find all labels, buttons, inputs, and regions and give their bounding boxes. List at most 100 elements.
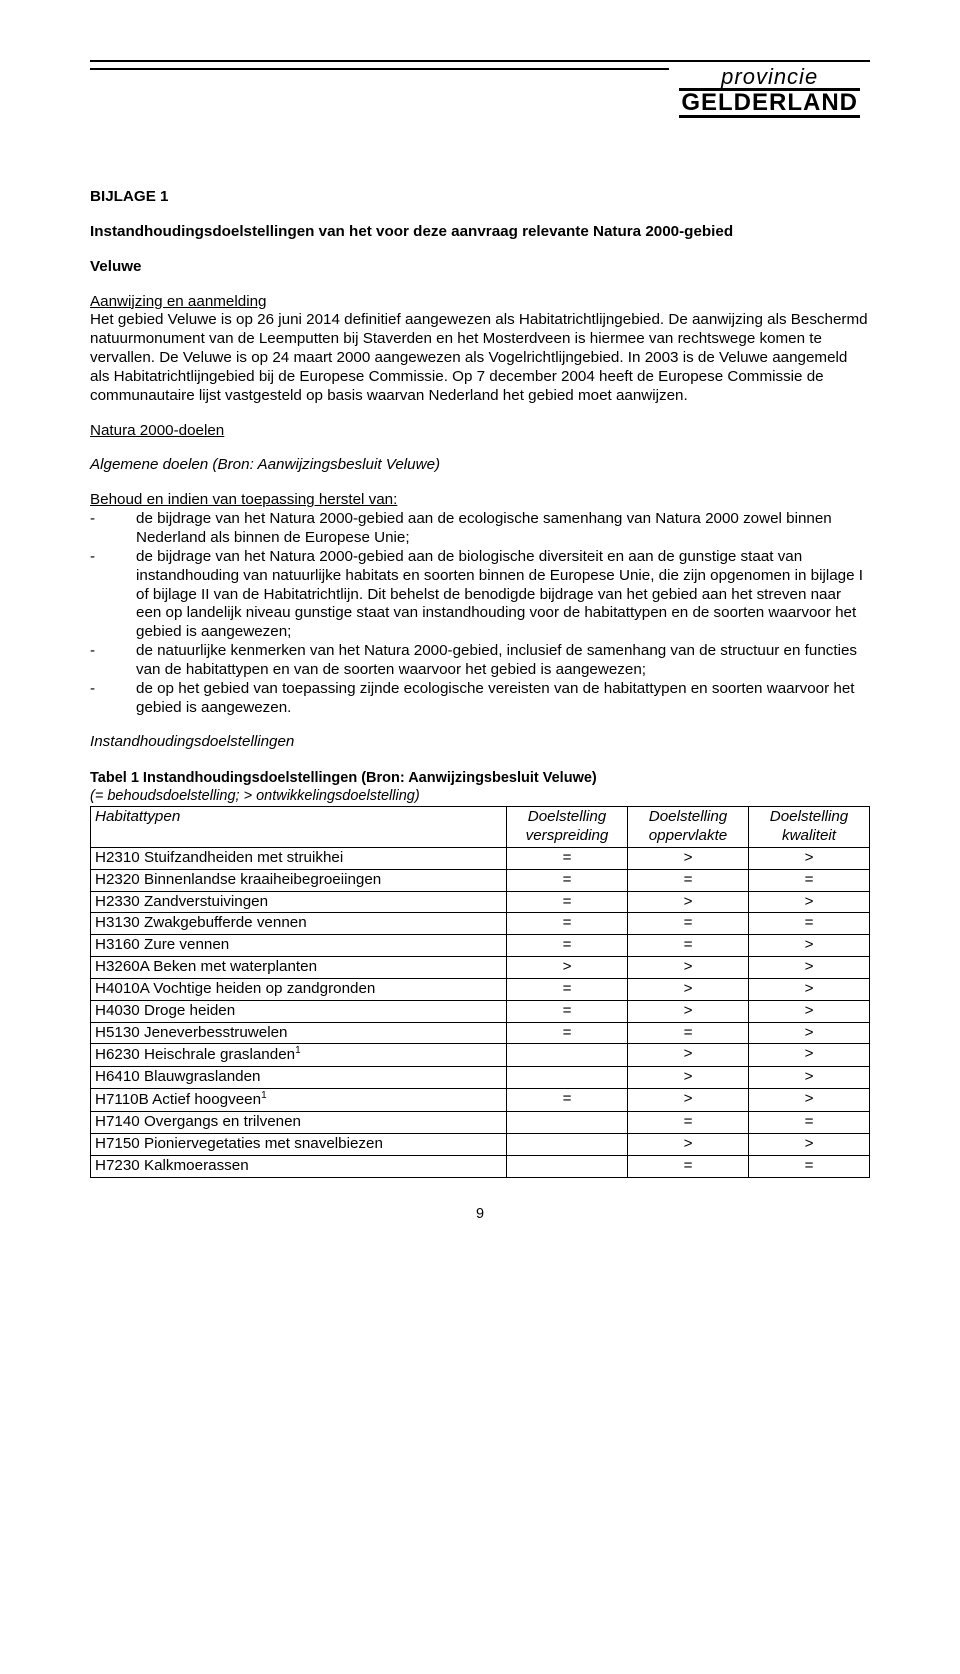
cell-name: H7150 Pioniervegetaties met snavelbiezen bbox=[91, 1133, 507, 1155]
cell-oppervlakte: = bbox=[628, 935, 749, 957]
list-item: -de bijdrage van het Natura 2000-gebied … bbox=[90, 548, 870, 642]
col-header-text: Doelstelling bbox=[649, 808, 728, 825]
table-row: H3130 Zwakgebufferde vennen=== bbox=[91, 913, 870, 935]
top-rule bbox=[90, 60, 870, 62]
instandhoudings-heading: Instandhoudingsdoelstellingen bbox=[90, 733, 870, 752]
table-row: H7230 Kalkmoerassen== bbox=[91, 1155, 870, 1177]
logo-top-text: provincie bbox=[679, 66, 860, 88]
header-row: provincie GELDERLAND bbox=[90, 66, 870, 118]
cell-name: H3160 Zure vennen bbox=[91, 935, 507, 957]
table-caption-bold: Tabel 1 Instandhoudingsdoelstellingen (B… bbox=[90, 770, 597, 786]
table-body: H2310 Stuifzandheiden met struikhei=>>H2… bbox=[91, 847, 870, 1177]
cell-name: H4030 Droge heiden bbox=[91, 1000, 507, 1022]
cell-name: H5130 Jeneverbesstruwelen bbox=[91, 1022, 507, 1044]
col-header-text: kwaliteit bbox=[782, 827, 836, 844]
cell-name: H2320 Binnenlandse kraaiheibegroeiingen bbox=[91, 869, 507, 891]
cell-verspreiding bbox=[507, 1067, 628, 1089]
cell-kwaliteit: = bbox=[749, 869, 870, 891]
cell-oppervlakte: > bbox=[628, 978, 749, 1000]
table-row: H7110B Actief hoogveen1=>> bbox=[91, 1089, 870, 1112]
list-item-text: de op het gebied van toepassing zijnde e… bbox=[136, 680, 870, 718]
cell-verspreiding bbox=[507, 1155, 628, 1177]
cell-oppervlakte: > bbox=[628, 1044, 749, 1067]
table-row: H4010A Vochtige heiden op zandgronden=>> bbox=[91, 978, 870, 1000]
table-row: H2320 Binnenlandse kraaiheibegroeiingen=… bbox=[91, 869, 870, 891]
dash-icon: - bbox=[90, 510, 136, 548]
cell-kwaliteit: = bbox=[749, 1155, 870, 1177]
logo-name-text: GELDERLAND bbox=[679, 88, 860, 118]
cell-oppervlakte: > bbox=[628, 957, 749, 979]
table-row: H2330 Zandverstuivingen=>> bbox=[91, 891, 870, 913]
cell-oppervlakte: > bbox=[628, 1089, 749, 1112]
col-header-kwaliteit: Doelstelling kwaliteit bbox=[749, 807, 870, 848]
logo: provincie GELDERLAND bbox=[679, 66, 870, 118]
table-row: H7140 Overgangs en trilvenen== bbox=[91, 1112, 870, 1134]
cell-kwaliteit: > bbox=[749, 1067, 870, 1089]
table-row: H6410 Blauwgraslanden>> bbox=[91, 1067, 870, 1089]
page: provincie GELDERLAND BIJLAGE 1 Instandho… bbox=[0, 0, 960, 1264]
cell-verspreiding: = bbox=[507, 847, 628, 869]
col-header-habitattypen: Habitattypen bbox=[91, 807, 507, 848]
cell-name: H4010A Vochtige heiden op zandgronden bbox=[91, 978, 507, 1000]
list-item-text: de natuurlijke kenmerken van het Natura … bbox=[136, 642, 870, 680]
region-heading: Veluwe bbox=[90, 258, 870, 277]
list-item: -de op het gebied van toepassing zijnde … bbox=[90, 680, 870, 718]
cell-oppervlakte: = bbox=[628, 1112, 749, 1134]
table-header-row: Habitattypen Doelstelling verspreiding D… bbox=[91, 807, 870, 848]
cell-oppervlakte: = bbox=[628, 913, 749, 935]
col-header-text: oppervlakte bbox=[649, 827, 728, 844]
cell-kwaliteit: > bbox=[749, 978, 870, 1000]
cell-verspreiding: = bbox=[507, 891, 628, 913]
cell-oppervlakte: > bbox=[628, 891, 749, 913]
cell-verspreiding: = bbox=[507, 1000, 628, 1022]
cell-oppervlakte: > bbox=[628, 1067, 749, 1089]
cell-verspreiding bbox=[507, 1044, 628, 1067]
table-caption: Tabel 1 Instandhoudingsdoelstellingen (B… bbox=[90, 770, 870, 806]
table-row: H6230 Heischrale graslanden1 >> bbox=[91, 1044, 870, 1067]
cell-oppervlakte: = bbox=[628, 869, 749, 891]
cell-kwaliteit: > bbox=[749, 1133, 870, 1155]
cell-verspreiding: > bbox=[507, 957, 628, 979]
cell-kwaliteit: = bbox=[749, 913, 870, 935]
col-header-text: Doelstelling bbox=[528, 808, 607, 825]
cell-name: H7110B Actief hoogveen1 bbox=[91, 1089, 507, 1112]
cell-verspreiding: = bbox=[507, 1089, 628, 1112]
behoud-heading: Behoud en indien van toepassing herstel … bbox=[90, 491, 870, 510]
page-number: 9 bbox=[90, 1206, 870, 1224]
cell-kwaliteit: > bbox=[749, 935, 870, 957]
list-item-text: de bijdrage van het Natura 2000-gebied a… bbox=[136, 510, 870, 548]
cell-name: H7140 Overgangs en trilvenen bbox=[91, 1112, 507, 1134]
cell-oppervlakte: > bbox=[628, 1000, 749, 1022]
doc-subtitle: Instandhoudingsdoelstellingen van het vo… bbox=[90, 223, 870, 242]
table-row: H5130 Jeneverbesstruwelen==> bbox=[91, 1022, 870, 1044]
col-header-text: Habitattypen bbox=[95, 808, 180, 825]
col-header-text: Doelstelling bbox=[770, 808, 849, 825]
natura-heading: Natura 2000-doelen bbox=[90, 422, 870, 441]
dash-icon: - bbox=[90, 680, 136, 718]
content: BIJLAGE 1 Instandhoudingsdoelstellingen … bbox=[90, 188, 870, 1224]
table-row: H4030 Droge heiden=>> bbox=[91, 1000, 870, 1022]
cell-name: H3260A Beken met waterplanten bbox=[91, 957, 507, 979]
doc-title: BIJLAGE 1 bbox=[90, 188, 870, 207]
col-header-text: verspreiding bbox=[526, 827, 609, 844]
table-row: H3260A Beken met waterplanten>>> bbox=[91, 957, 870, 979]
col-header-oppervlakte: Doelstelling oppervlakte bbox=[628, 807, 749, 848]
cell-name: H2310 Stuifzandheiden met struikhei bbox=[91, 847, 507, 869]
cell-name: H3130 Zwakgebufferde vennen bbox=[91, 913, 507, 935]
cell-verspreiding: = bbox=[507, 978, 628, 1000]
cell-kwaliteit: > bbox=[749, 1044, 870, 1067]
dash-icon: - bbox=[90, 548, 136, 642]
cell-kwaliteit: > bbox=[749, 891, 870, 913]
cell-verspreiding: = bbox=[507, 869, 628, 891]
dash-icon: - bbox=[90, 642, 136, 680]
algemene-heading: Algemene doelen (Bron: Aanwijzingsbeslui… bbox=[90, 456, 870, 475]
cell-verspreiding bbox=[507, 1112, 628, 1134]
col-header-verspreiding: Doelstelling verspreiding bbox=[507, 807, 628, 848]
list-item-text: de bijdrage van het Natura 2000-gebied a… bbox=[136, 548, 870, 642]
aanwijzing-heading: Aanwijzing en aanmelding bbox=[90, 293, 870, 312]
cell-verspreiding: = bbox=[507, 935, 628, 957]
cell-oppervlakte: = bbox=[628, 1022, 749, 1044]
cell-verspreiding bbox=[507, 1133, 628, 1155]
cell-name: H2330 Zandverstuivingen bbox=[91, 891, 507, 913]
cell-name: H6230 Heischrale graslanden1 bbox=[91, 1044, 507, 1067]
